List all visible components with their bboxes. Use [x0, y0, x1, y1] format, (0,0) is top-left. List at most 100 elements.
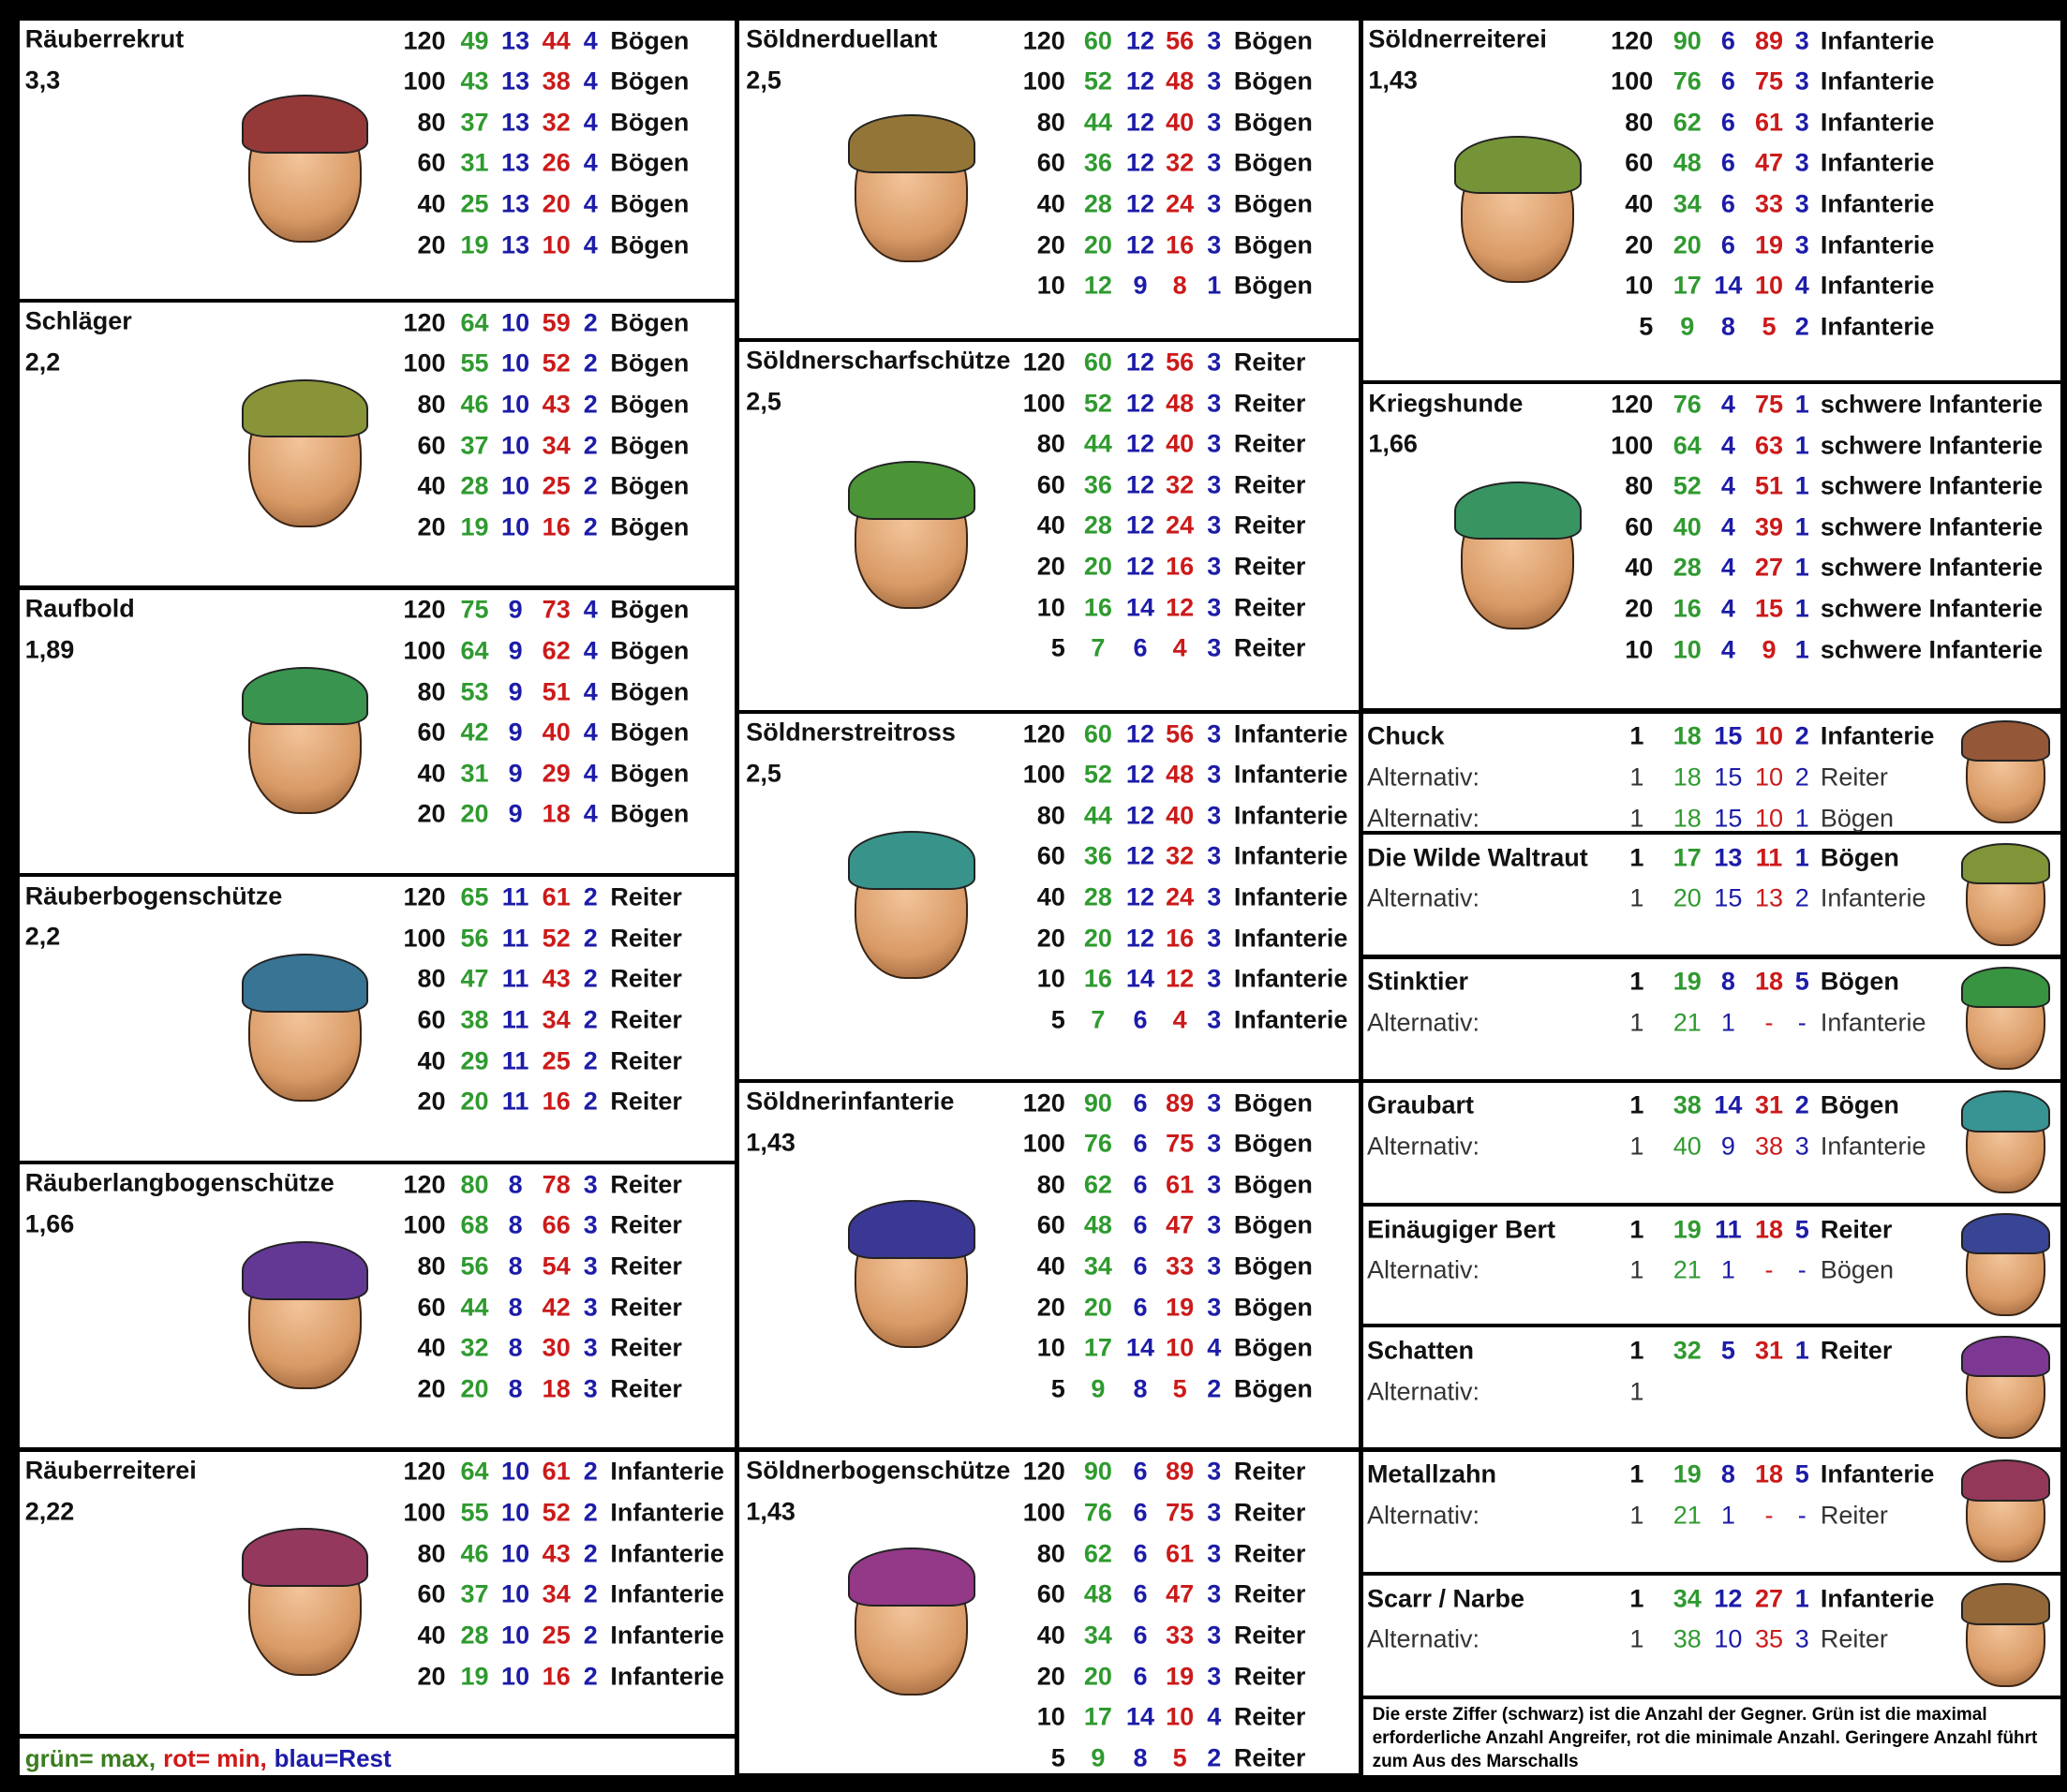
extra-count: 2 — [583, 1005, 598, 1034]
enemy-count: 100 — [403, 636, 446, 665]
unit-type: Bögen — [1233, 1293, 1313, 1322]
enemy-count: 100 — [1022, 760, 1065, 789]
enemy-count: 120 — [403, 26, 446, 55]
hero-name: Chuck — [1366, 721, 1445, 750]
extra-count: 3 — [1207, 189, 1222, 218]
enemy-count: 120 — [403, 882, 446, 911]
enemy-count: 100 — [1611, 431, 1654, 460]
max-count: 76 — [1083, 1498, 1112, 1527]
legend-item: blau=Rest — [274, 1743, 392, 1772]
max-count: 18 — [1673, 721, 1702, 750]
max-count: 34 — [1083, 1251, 1112, 1281]
cell — [20, 877, 735, 1161]
max-count: 28 — [1083, 189, 1112, 218]
min-count: 29 — [542, 759, 571, 788]
cell — [1362, 1327, 2060, 1448]
max-count: 38 — [1673, 1624, 1702, 1653]
unit-type: Bögen — [610, 718, 690, 747]
unit-type: Bögen — [1820, 804, 1894, 833]
rest-count: 10 — [501, 471, 530, 500]
alt-label: Alternativ: — [1366, 1132, 1480, 1161]
extra-count: 3 — [1794, 1624, 1809, 1653]
rest-count: 6 — [1720, 148, 1735, 177]
min-count: 25 — [542, 1046, 571, 1075]
min-count: 4 — [1172, 633, 1187, 662]
extra-count: 4 — [583, 799, 598, 828]
enemy-count: 100 — [1611, 67, 1654, 96]
unit-type: Bögen — [1820, 1255, 1894, 1284]
unit-type: Infanterie — [1820, 108, 1935, 137]
extra-count: 3 — [1207, 348, 1222, 377]
unit-type: Reiter — [1233, 1457, 1306, 1486]
max-count: 90 — [1083, 1457, 1112, 1486]
extra-count: 3 — [1794, 148, 1809, 177]
rest-count: 11 — [501, 964, 529, 993]
rest-count: 4 — [1720, 431, 1735, 460]
portrait-hair — [241, 666, 369, 726]
cell — [1362, 713, 2060, 832]
rest-count: 15 — [1714, 763, 1743, 792]
max-count: 53 — [460, 677, 489, 706]
max-count: 20 — [1083, 1662, 1112, 1691]
enemy-count: 60 — [417, 1005, 446, 1034]
rest-count: 10 — [501, 1662, 530, 1691]
unit-type: Bögen — [610, 512, 690, 541]
min-count: 75 — [1166, 1498, 1195, 1527]
rest-count: 12 — [1125, 801, 1154, 830]
min-count: 10 — [1166, 1333, 1195, 1362]
extra-count: 3 — [1207, 1129, 1222, 1158]
rest-count: 8 — [1133, 1743, 1148, 1772]
enemy-count: 5 — [1050, 1374, 1065, 1403]
unit-type: Infanterie — [1820, 1459, 1935, 1488]
min-count: 51 — [1755, 471, 1784, 500]
unit-type: Reiter — [1233, 1539, 1306, 1568]
enemy-count: 1 — [1629, 1008, 1644, 1037]
min-count: 19 — [1755, 230, 1784, 259]
max-count: 36 — [1083, 148, 1112, 177]
enemy-count: 40 — [1036, 882, 1065, 911]
rest-count: 10 — [501, 512, 530, 541]
unit-type: Infanterie — [1820, 230, 1935, 259]
min-count: 75 — [1755, 390, 1784, 419]
max-count: 21 — [1673, 1008, 1702, 1037]
enemy-count: 1 — [1629, 967, 1644, 996]
max-count: 9 — [1091, 1743, 1106, 1772]
extra-count: 2 — [583, 882, 598, 911]
min-count: 10 — [1755, 804, 1784, 833]
portrait-hair — [1454, 481, 1582, 541]
min-count: 59 — [542, 308, 571, 337]
portrait-hair — [1960, 1090, 2051, 1133]
min-count: 38 — [542, 67, 571, 96]
unit-type: Reiter — [1233, 552, 1306, 581]
extra-count: 2 — [1207, 1743, 1222, 1772]
rest-count: 6 — [1133, 1498, 1148, 1527]
max-count: 21 — [1673, 1501, 1702, 1530]
unit-type: Reiter — [1233, 1621, 1306, 1650]
unit-name: Söldnerbogenschütze — [746, 1456, 1011, 1485]
rest-count: 11 — [501, 882, 529, 911]
cell — [1362, 1082, 2060, 1203]
max-count: 17 — [1673, 843, 1702, 872]
cell — [739, 342, 1360, 710]
legend-item: rot= min, — [163, 1743, 267, 1772]
extra-count: 3 — [1207, 1457, 1222, 1486]
enemy-count: 1 — [1629, 1215, 1644, 1244]
unit-factor: 1,43 — [1368, 66, 1418, 95]
unit-type: Bögen — [1233, 67, 1313, 96]
min-count: 10 — [1755, 271, 1784, 300]
rest-count: 8 — [1720, 312, 1735, 341]
extra-count: 1 — [1794, 431, 1809, 460]
enemy-count: 5 — [1050, 1743, 1065, 1772]
rest-count: 11 — [501, 1005, 529, 1034]
enemy-count: 80 — [1036, 801, 1065, 830]
cell — [1362, 1699, 2060, 1776]
enemy-count: 10 — [1036, 1333, 1065, 1362]
extra-count: 4 — [583, 595, 598, 624]
unit-type: schwere Infanterie — [1820, 431, 2043, 460]
rest-count: 14 — [1125, 1333, 1154, 1362]
extra-count: 4 — [583, 718, 598, 747]
hero-name: Die Wilde Waltraut — [1366, 843, 1588, 872]
extra-count: 3 — [1207, 593, 1222, 622]
max-count: 55 — [460, 1498, 489, 1527]
